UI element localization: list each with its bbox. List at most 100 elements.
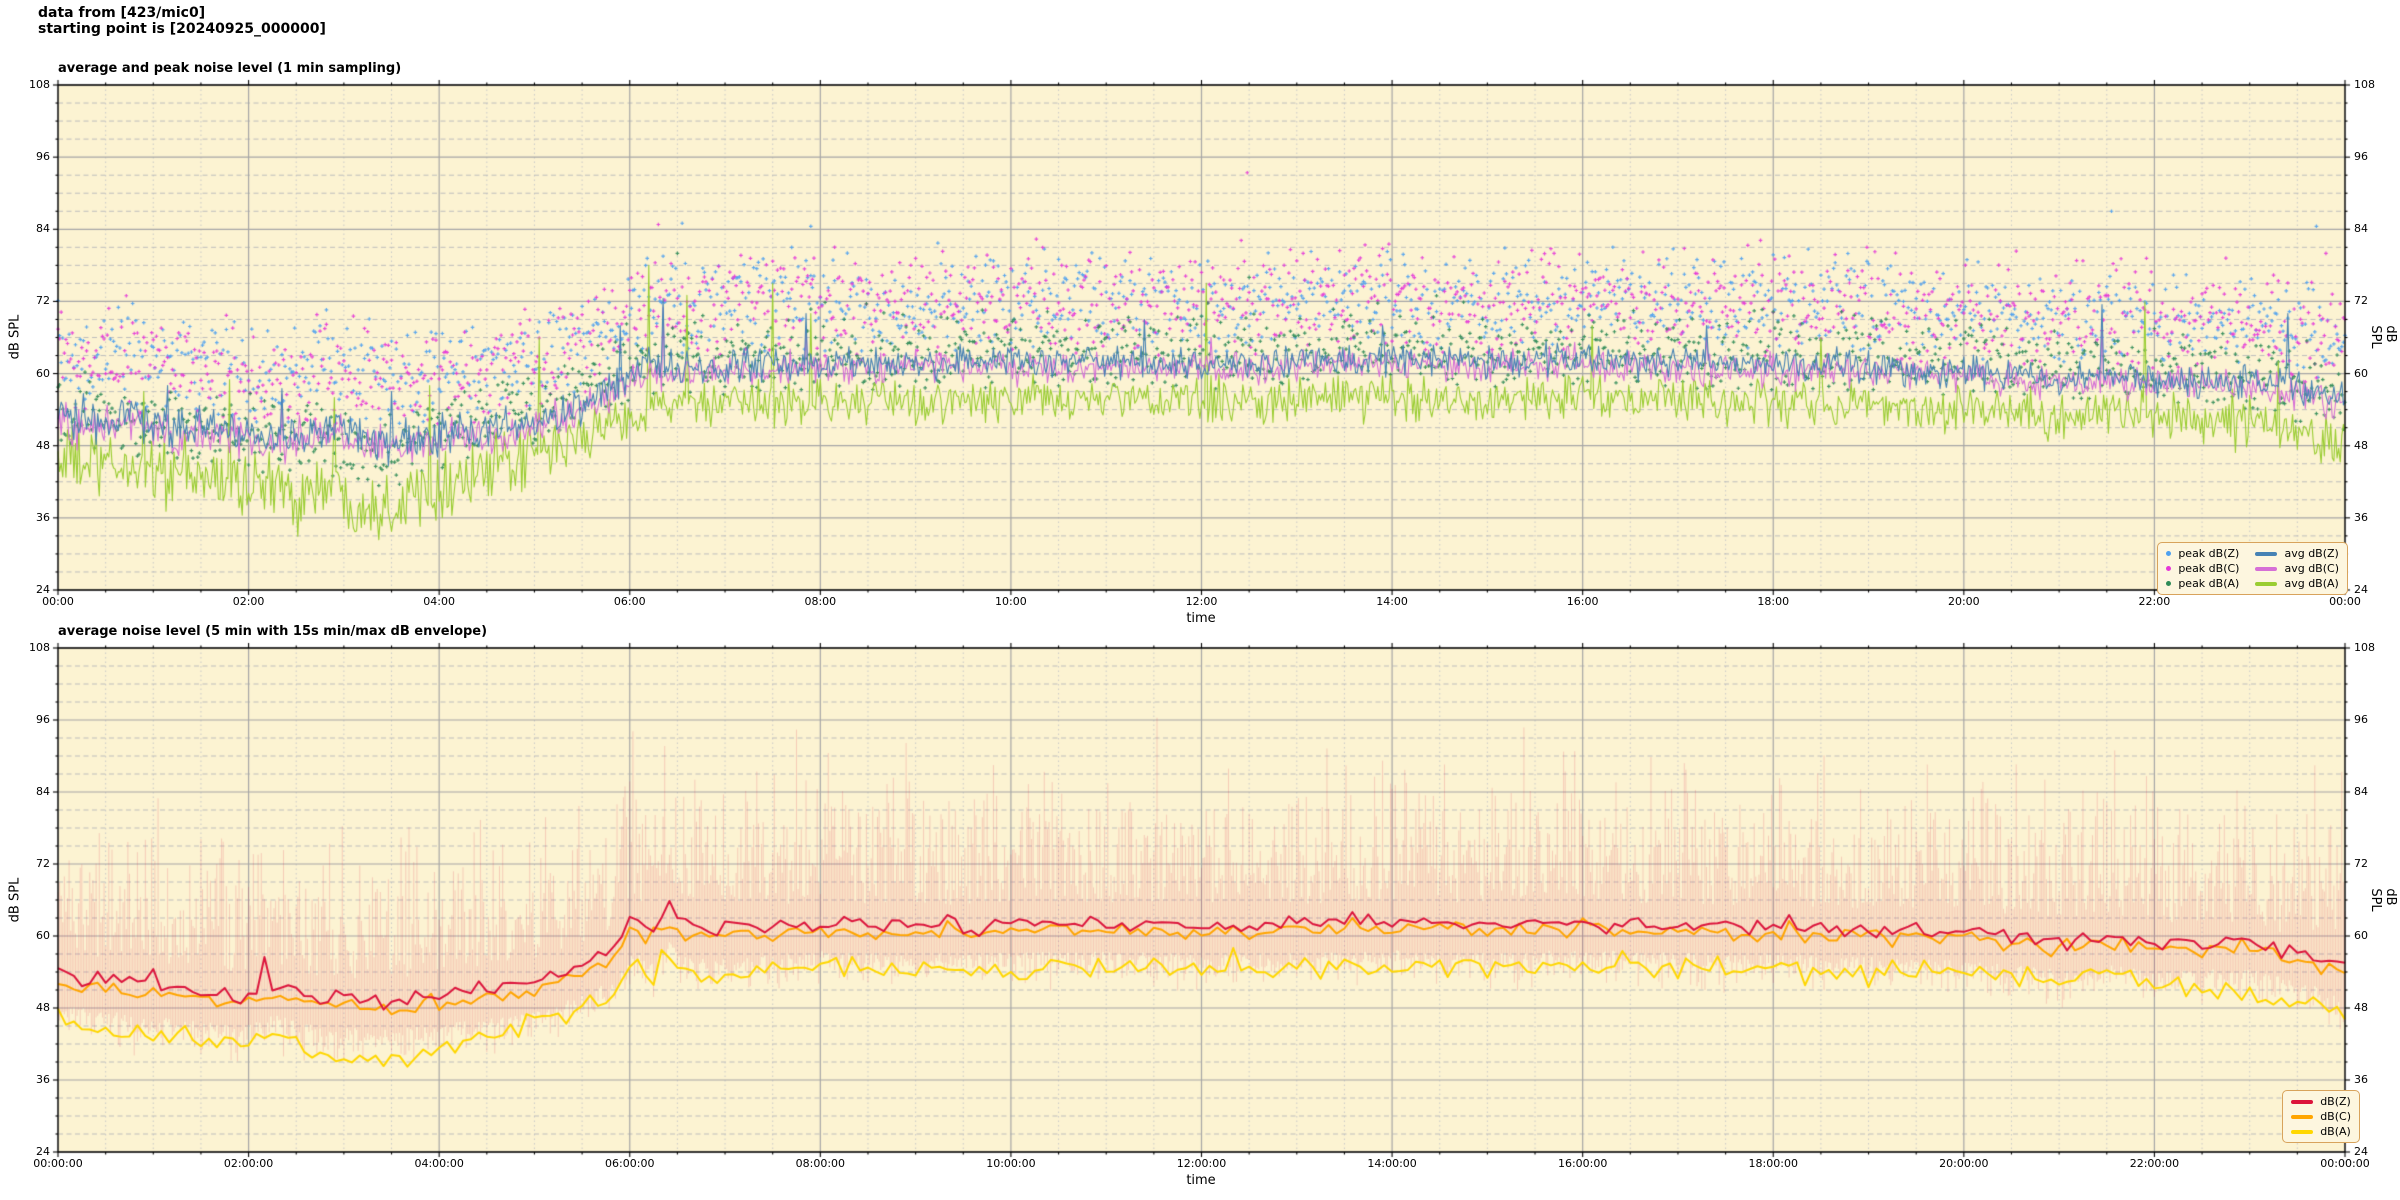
x-tick-label: 16:00 <box>1566 595 1599 608</box>
chart2-legend: dB(Z) dB(C) dB(A) <box>2282 1090 2360 1143</box>
legend-item: dB(C) <box>2291 1109 2351 1124</box>
y-tick-label: 60 <box>2354 929 2368 942</box>
x-tick-label: 10:00:00 <box>986 1157 1036 1170</box>
legend-label: peak dB(A) <box>2178 577 2240 590</box>
x-tick-label: 00:00 <box>42 595 74 608</box>
y-tick-label: 60 <box>36 929 50 942</box>
y-tick-label: 84 <box>2354 222 2368 236</box>
x-tick-label: 14:00 <box>1376 595 1408 608</box>
y-tick-label: 60 <box>2354 366 2368 380</box>
legend-item: dB(A) <box>2291 1124 2351 1139</box>
legend-label: avg dB(C) <box>2284 562 2339 575</box>
x-tick-label: 22:00:00 <box>2129 1157 2180 1170</box>
x-tick-label: 08:00:00 <box>795 1157 846 1170</box>
chart1-plot-canvas <box>50 77 2353 598</box>
x-tick-label: 12:00 <box>1185 595 1218 608</box>
x-tick-label: 02:00:00 <box>223 1157 274 1170</box>
y-tick-label: 36 <box>2354 1073 2368 1086</box>
x-tick-label: 12:00:00 <box>1176 1157 1227 1170</box>
x-tick-label: 00:00:00 <box>33 1157 83 1170</box>
y-tick-label: 48 <box>2354 1001 2368 1014</box>
y-tick-label: 84 <box>36 222 50 236</box>
legend-label: dB(Z) <box>2320 1095 2351 1108</box>
y-tick-label: 24 <box>36 583 50 596</box>
dbz-marker <box>2291 1099 2314 1104</box>
y-tick-label: 72 <box>36 857 50 870</box>
legend-item: dB(Z) <box>2291 1094 2351 1109</box>
legend-item: avg dB(C) <box>2255 561 2339 576</box>
x-tick-label: 20:00 <box>1947 595 1980 608</box>
chart1-title: average and peak noise level (1 min samp… <box>58 61 402 76</box>
chart2-xlabel: time <box>1186 1173 1216 1188</box>
y-tick-label: 36 <box>36 1073 50 1086</box>
legend-label: dB(A) <box>2320 1125 2351 1138</box>
chart1-ylabel-right: dB SPL <box>2368 325 2398 349</box>
x-tick-label: 06:00 <box>613 595 646 608</box>
y-tick-label: 36 <box>36 510 50 524</box>
chart1-ylabel-left: dB SPL <box>7 314 23 360</box>
x-tick-label: 14:00:00 <box>1367 1157 1417 1170</box>
y-tick-label: 24 <box>2354 583 2368 596</box>
x-tick-label: 22:00 <box>2138 595 2171 608</box>
y-tick-label: 84 <box>36 785 50 798</box>
x-tick-label: 04:00 <box>423 595 456 608</box>
x-tick-label: 04:00:00 <box>414 1157 464 1170</box>
y-tick-label: 48 <box>36 438 50 452</box>
y-tick-label: 48 <box>2354 438 2368 452</box>
y-tick-label: 72 <box>2354 294 2368 308</box>
y-tick-label: 84 <box>2354 785 2368 798</box>
header-data-source: data from [423/mic0] <box>38 5 206 21</box>
y-tick-label: 108 <box>29 78 50 91</box>
avg-dbc-marker <box>2255 566 2278 571</box>
x-tick-label: 18:00 <box>1757 595 1790 608</box>
x-tick-label: 02:00 <box>232 595 265 608</box>
x-tick-label: 16:00:00 <box>1557 1157 1608 1170</box>
chart1-legend: peak dB(Z) peak dB(C) peak dB(A) avg dB(… <box>2157 542 2348 595</box>
y-tick-label: 96 <box>36 713 50 726</box>
y-tick-label: 108 <box>29 641 50 654</box>
chart2-ylabel-right: dB SPL <box>2368 888 2398 912</box>
peak-dba-marker <box>2166 581 2172 586</box>
legend-label: avg dB(Z) <box>2284 547 2339 560</box>
chart2-plot-canvas <box>50 640 2353 1160</box>
header-starting-point: starting point is [20240925_000000] <box>38 21 326 37</box>
legend-label: dB(C) <box>2320 1110 2351 1123</box>
x-tick-label: 00:00:00 <box>2320 1157 2370 1170</box>
legend-item: avg dB(A) <box>2255 576 2339 591</box>
legend-label: peak dB(Z) <box>2178 547 2240 560</box>
legend-item: peak dB(A) <box>2166 576 2239 591</box>
dba-marker <box>2291 1129 2314 1134</box>
x-tick-label: 20:00:00 <box>1939 1157 1989 1170</box>
y-tick-label: 108 <box>2354 78 2375 91</box>
y-tick-label: 36 <box>2354 510 2368 524</box>
x-tick-label: 08:00 <box>804 595 837 608</box>
y-tick-label: 24 <box>36 1145 50 1158</box>
peak-dbc-marker <box>2166 566 2172 571</box>
chart1-xlabel: time <box>1186 611 1216 626</box>
legend-label: peak dB(C) <box>2178 562 2240 575</box>
y-tick-label: 96 <box>36 150 50 164</box>
y-tick-label: 60 <box>36 366 50 380</box>
x-tick-label: 06:00:00 <box>605 1157 655 1170</box>
y-tick-label: 72 <box>36 294 50 308</box>
x-tick-label: 18:00:00 <box>1748 1157 1798 1170</box>
y-tick-label: 96 <box>2354 713 2368 726</box>
legend-item: peak dB(Z) <box>2166 546 2239 561</box>
y-tick-label: 72 <box>2354 857 2368 870</box>
dbc-marker <box>2291 1114 2314 1119</box>
legend-item: peak dB(C) <box>2166 561 2239 576</box>
legend-label: avg dB(A) <box>2284 577 2339 590</box>
x-tick-label: 00:00 <box>2329 595 2361 608</box>
x-tick-label: 10:00 <box>995 595 1027 608</box>
peak-dbz-marker <box>2166 551 2172 556</box>
legend-item: avg dB(Z) <box>2255 546 2339 561</box>
avg-dba-marker <box>2255 581 2278 586</box>
chart2-ylabel-left: dB SPL <box>7 877 23 923</box>
y-tick-label: 96 <box>2354 150 2368 164</box>
y-tick-label: 108 <box>2354 641 2375 654</box>
chart2-title: average noise level (5 min with 15s min/… <box>58 624 488 639</box>
y-tick-label: 48 <box>36 1001 50 1014</box>
y-tick-label: 24 <box>2354 1145 2368 1158</box>
avg-dbz-marker <box>2255 551 2278 556</box>
